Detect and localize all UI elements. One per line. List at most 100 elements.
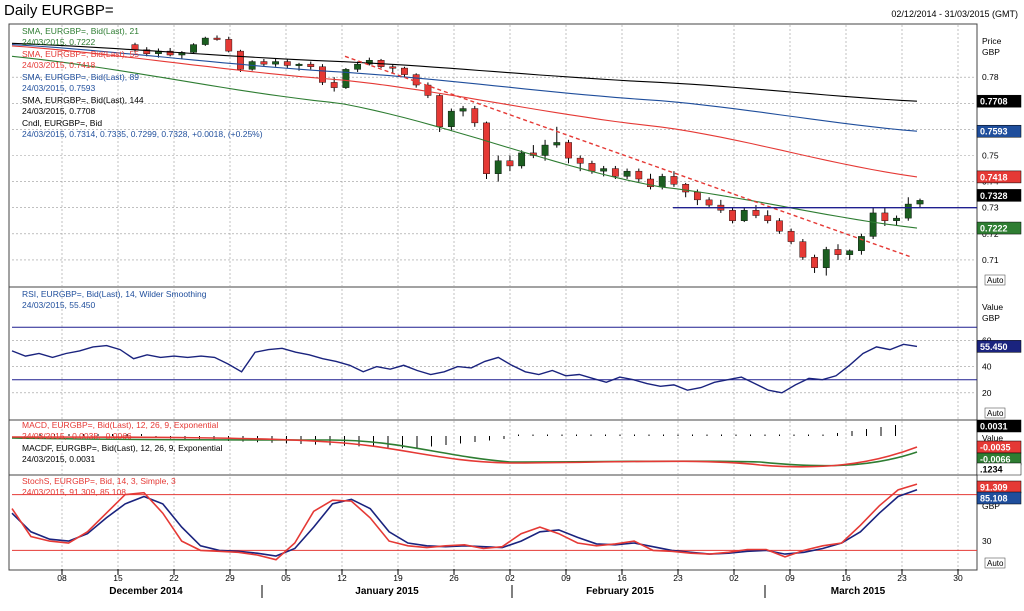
candle-body: [869, 212, 877, 237]
stoch-tag: 91.309: [980, 483, 1008, 493]
candle-body: [518, 152, 526, 167]
candle-body: [143, 49, 151, 54]
candle-body: [811, 257, 818, 268]
candle-body: [342, 69, 350, 88]
price-auto-button-box[interactable]: [984, 274, 1006, 286]
candle-body: [776, 220, 783, 232]
legend-sma89-value: 24/03/2015, 0.7593: [22, 83, 96, 93]
stoch-axis-unit: GBP: [982, 501, 1000, 511]
candle-body: [611, 168, 619, 177]
macd-axis-title: Value: [982, 433, 1003, 443]
candle-body: [389, 66, 397, 69]
x-tick-label: 12: [337, 573, 347, 583]
legend-sma21-value: 24/03/2015, 0.7222: [22, 37, 96, 47]
rsi-tick-label: 40: [982, 362, 992, 372]
price-tick-label: 0.75: [982, 151, 999, 161]
candle-body: [190, 44, 197, 53]
chart-title: Daily EURGBP=: [4, 2, 114, 19]
legend-sma55-name: SMA, EURGBP=, Bid(Last), 55: [22, 49, 139, 59]
rsi-tag-box: [976, 340, 1022, 353]
stoch-auto-button[interactable]: Auto: [987, 559, 1004, 568]
candle-body: [670, 176, 678, 185]
candle-body: [237, 50, 244, 70]
price-tag: 0.7222: [980, 224, 1008, 234]
trendline: [344, 55, 913, 258]
stoch-tag-box: [976, 491, 1022, 505]
stoch-auto-button-box[interactable]: [984, 557, 1006, 569]
x-month-label: December 2014: [109, 586, 183, 597]
price-tag: 0.7593: [980, 127, 1008, 137]
rsi-legend-value: 24/03/2015, 55.450: [22, 300, 96, 310]
candle-body: [553, 142, 561, 146]
candle-body: [729, 210, 736, 221]
price-tag-box: [976, 170, 1022, 184]
candle-body: [822, 249, 830, 268]
price-legend: SMA, EURGBP=, Bid(Last), 21 24/03/2015, …: [22, 26, 263, 139]
legend-sma55-value: 24/03/2015, 0.7418: [22, 60, 96, 70]
candle-body: [787, 230, 795, 242]
x-tick-label: 29: [225, 573, 235, 583]
price-tick-label: 0.71: [982, 255, 999, 265]
macd-tag: .1234: [980, 465, 1003, 475]
macd-tag: -0.0035: [980, 443, 1011, 453]
legend-candle-value: 24/03/2015, 0.7314, 0.7335, 0.7299, 0.73…: [22, 129, 263, 139]
candle-body: [858, 236, 865, 251]
candle-body: [693, 191, 701, 201]
macdf-legend-value: 24/03/2015, 0.0031: [22, 454, 96, 464]
price-auto-button[interactable]: Auto: [987, 276, 1004, 285]
candle-body: [401, 67, 408, 75]
price-tick-label: 0.73: [982, 203, 999, 213]
legend-sma89-name: SMA, EURGBP=, Bid(Last), 89: [22, 72, 139, 82]
rsi-line: [11, 343, 918, 394]
rsi-axis-unit: GBP: [982, 313, 1000, 323]
candle-body: [225, 39, 233, 52]
candle-body: [600, 168, 608, 172]
x-tick-label: 30: [953, 573, 963, 583]
x-tick-label: 02: [505, 573, 515, 583]
candle-body: [588, 163, 596, 172]
candle-body: [506, 160, 514, 167]
candle-body: [740, 210, 748, 221]
sma-55-line: [11, 45, 918, 178]
macd-legend-name: MACD, EURGBP=, Bid(Last), 12, 26, 9, Exp…: [22, 420, 218, 430]
legend-sma144-name: SMA, EURGBP=, Bid(Last), 144: [22, 95, 144, 105]
candle-body: [330, 82, 338, 88]
stoch-legend-name: StochS, EURGBP=, Bid, 14, 3, Simple, 3: [22, 476, 176, 486]
x-month-label: February 2015: [586, 586, 654, 597]
candle-body: [576, 157, 584, 164]
candle-body: [260, 61, 268, 65]
macd-signal-line: [11, 437, 918, 467]
stoch-tag: 85.108: [980, 494, 1008, 504]
x-tick-label: 26: [449, 573, 459, 583]
candle-body: [752, 210, 760, 216]
legend-sma144-value: 24/03/2015, 0.7708: [22, 106, 96, 116]
price-tag-box: [976, 124, 1022, 138]
price-tag-box: [976, 189, 1022, 202]
candle-body: [295, 63, 303, 66]
x-tick-label: 08: [57, 573, 67, 583]
legend-candle-name: Cndl, EURGBP=, Bid: [22, 118, 102, 128]
x-tick-label: 09: [785, 573, 795, 583]
candle-body: [916, 200, 924, 205]
x-tick-label: 09: [561, 573, 571, 583]
rsi-axis-title: Value: [982, 302, 1003, 312]
candle-body: [365, 60, 373, 65]
x-tick-label: 16: [617, 573, 627, 583]
rsi-auto-button-box[interactable]: [984, 407, 1006, 419]
candle-body: [307, 63, 315, 67]
candle-body: [412, 74, 420, 86]
legend-sma21-name: SMA, EURGBP=, Bid(Last), 21: [22, 26, 139, 36]
date-range: 02/12/2014 - 31/03/2015 (GMT): [891, 9, 1018, 19]
rsi-auto-button[interactable]: Auto: [987, 409, 1004, 418]
macd-tag: 0.0031: [980, 422, 1008, 432]
candle-body: [166, 50, 174, 56]
candle-body: [283, 61, 291, 66]
x-tick-label: 15: [113, 573, 123, 583]
candle-body: [201, 37, 209, 45]
candle-body: [459, 108, 467, 112]
candle-body: [424, 84, 432, 96]
candle-body: [881, 212, 889, 221]
candle-body: [904, 203, 912, 219]
price-tag: 0.7328: [980, 191, 1008, 201]
